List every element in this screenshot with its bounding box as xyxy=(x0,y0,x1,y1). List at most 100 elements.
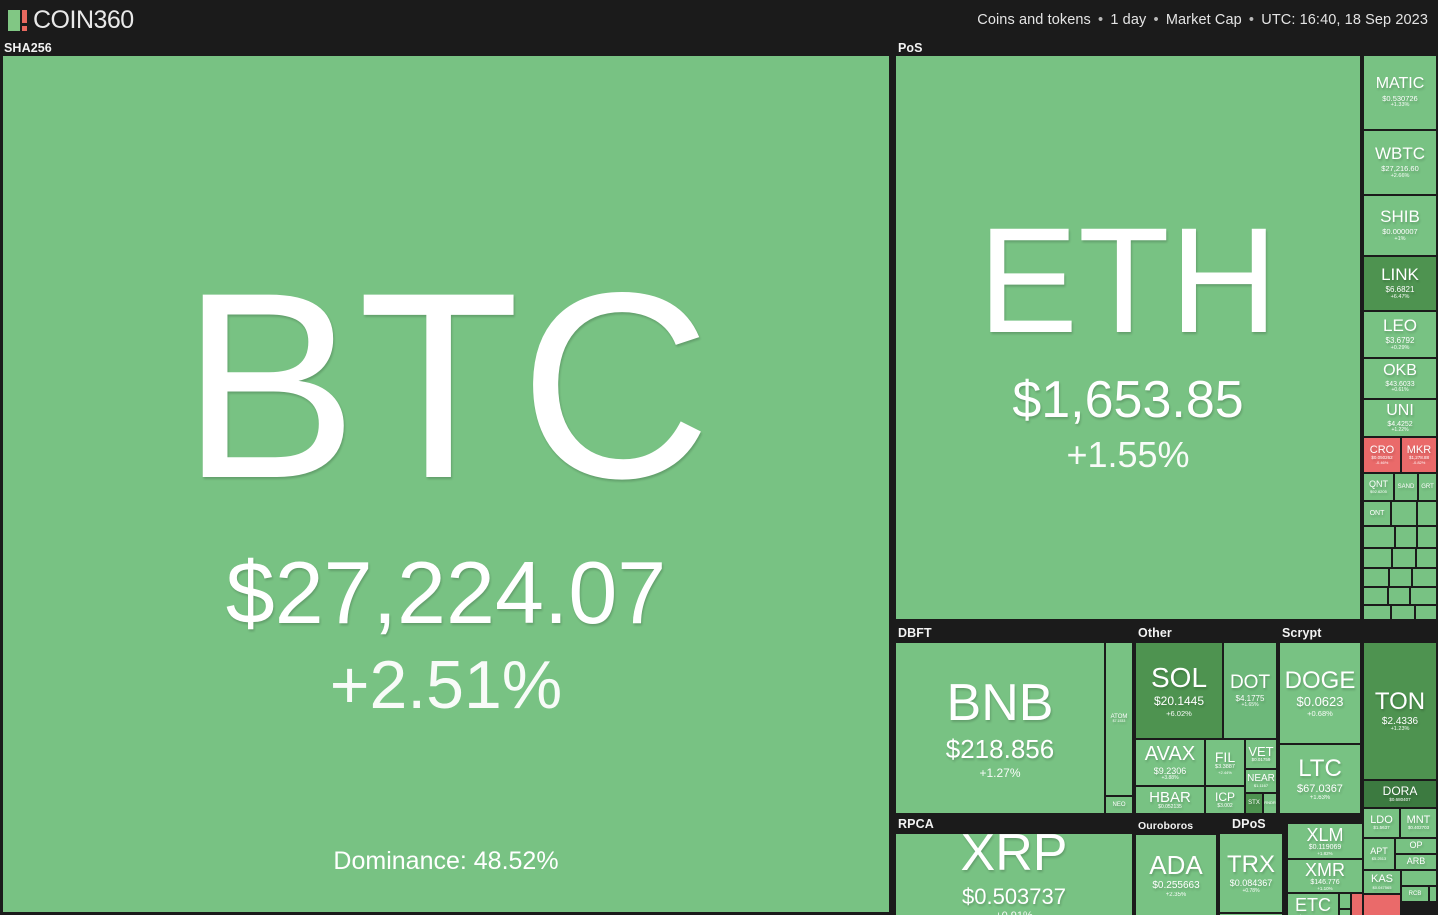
tile-symbol: NEAR xyxy=(1247,772,1275,784)
tile-rail-b[interactable] xyxy=(1430,887,1436,901)
tile-wbtc[interactable]: WBTC $27,216.60 +2.66% xyxy=(1364,131,1436,194)
tile-misc-g[interactable] xyxy=(1364,569,1388,586)
tile-xrp[interactable]: XRP $0.503737 +0.91% xyxy=(896,834,1132,915)
tile-near[interactable]: NEAR $1.1167 xyxy=(1246,770,1276,792)
tile-shib[interactable]: SHIB $0.000007 +1% xyxy=(1364,196,1436,255)
tile-symbol: APT xyxy=(1370,846,1388,857)
tile-avax[interactable]: AVAX $9.2306 +3.88% xyxy=(1136,740,1204,785)
tile-misc-l[interactable] xyxy=(1411,588,1436,604)
tile-etc[interactable]: ETC $15.9405 xyxy=(1288,894,1338,915)
tile-atom[interactable]: ATOM $7.1533 xyxy=(1106,643,1132,795)
tile-xmr[interactable]: XMR $146.776 +1.10% xyxy=(1288,860,1362,892)
tile-vet[interactable]: VET $0.01759 xyxy=(1246,740,1276,768)
tile-etc-sub-c[interactable] xyxy=(1352,894,1362,915)
tile-btc[interactable]: BTC $27,224.07 +2.51% Dominance: 48.52% xyxy=(3,56,889,912)
tile-xlm[interactable]: XLM $0.119069 +1.82% xyxy=(1288,824,1362,858)
tile-etc-sub-a[interactable] xyxy=(1340,894,1350,908)
tile-misc-n[interactable] xyxy=(1392,606,1414,619)
tile-price: $3.002 xyxy=(1217,802,1233,809)
tile-symbol: FIL xyxy=(1214,749,1236,766)
tile-price: $0.255663 xyxy=(1152,880,1200,892)
tile-price: $146.776 xyxy=(1310,879,1340,887)
tile-misc-h[interactable] xyxy=(1390,569,1411,586)
tile-price: $27,216.60 xyxy=(1381,164,1419,174)
tile-ton[interactable]: TON $2.4336 +1.23% xyxy=(1364,643,1436,779)
tile-qnt[interactable]: QNT $92.6205 xyxy=(1364,474,1393,500)
tile-etc-sub-b[interactable] xyxy=(1340,910,1350,915)
tile-misc-b[interactable] xyxy=(1396,527,1416,547)
tile-misc-e[interactable] xyxy=(1393,549,1415,567)
tile-sand[interactable]: SAND xyxy=(1395,474,1417,500)
tile-change: +2.35% xyxy=(1165,891,1187,898)
tile-symbol: LDO xyxy=(1370,813,1393,826)
tile-eth[interactable]: ETH $1,653.85 +1.55% xyxy=(896,56,1360,619)
tile-symbol: MNT xyxy=(1406,813,1431,826)
tile-misc-k[interactable] xyxy=(1389,588,1409,604)
tile-price: $0.050262 xyxy=(1371,455,1393,461)
tile-misc-f[interactable] xyxy=(1417,549,1436,567)
tile-price: $0.084367 xyxy=(1229,878,1273,889)
tile-leo[interactable]: LEO $3.6792 +0.29% xyxy=(1364,312,1436,357)
tile-okb[interactable]: OKB $43.6033 +0.61% xyxy=(1364,359,1436,398)
tile-misc-m[interactable] xyxy=(1364,606,1390,619)
tile-fil[interactable]: FIL $3.3887 +2.44% xyxy=(1206,740,1244,785)
tile-cro[interactable]: CRO $0.050262 -0.46% xyxy=(1364,438,1400,472)
tile-symbol: XLM xyxy=(1306,824,1344,845)
tile-sol[interactable]: SOL $20.1445 +6.02% xyxy=(1136,643,1222,738)
tile-symbol: UNI xyxy=(1386,401,1414,419)
filter-metric[interactable]: Market Cap xyxy=(1165,12,1242,28)
tile-ltc[interactable]: LTC $67.0367 +1.63% xyxy=(1280,745,1360,813)
tile-icp[interactable]: ICP $3.002 xyxy=(1206,787,1244,813)
tile-misc-o[interactable] xyxy=(1416,606,1436,619)
tile-misc-a[interactable] xyxy=(1364,527,1394,547)
tile-neo[interactable]: NEO xyxy=(1106,797,1132,813)
tile-apt[interactable]: APT $5.2513 xyxy=(1364,839,1394,869)
tile-price: $4.1775 xyxy=(1235,693,1265,703)
tile-dora[interactable]: DORA $0.680407 xyxy=(1364,781,1436,807)
tile-price: $0.000007 xyxy=(1382,227,1418,237)
group-dpos: DPoS TRX $0.084367 +0.78% xyxy=(1218,816,1284,915)
tile-price: $27,224.07 xyxy=(225,543,667,643)
tile-axs[interactable] xyxy=(1392,502,1416,525)
tile-rail-a[interactable] xyxy=(1402,871,1436,885)
tile-rndr-other[interactable]: RNDR xyxy=(1264,794,1276,813)
tile-mkr[interactable]: MKR $1,278.88 -0.82% xyxy=(1402,438,1436,472)
tile-dot[interactable]: DOT $4.1775 +1.65% xyxy=(1224,643,1276,738)
tile-op[interactable]: OP xyxy=(1396,839,1436,853)
tile-rail-red-a[interactable] xyxy=(1364,895,1400,915)
tile-grt[interactable]: GRT xyxy=(1419,474,1436,500)
tile-price: $9.2306 xyxy=(1153,765,1187,776)
tile-uni[interactable]: UNI $4.4252 +1.22% xyxy=(1364,400,1436,436)
tile-stx[interactable]: STX xyxy=(1246,794,1262,813)
tile-rndr[interactable] xyxy=(1418,502,1436,525)
tile-bnb[interactable]: BNB $218.856 +1.27% xyxy=(896,643,1104,813)
tile-misc-c[interactable] xyxy=(1418,527,1436,547)
tile-link[interactable]: LINK $6.6821 +6.47% xyxy=(1364,257,1436,310)
tile-ont[interactable]: ONT xyxy=(1364,502,1390,525)
tile-misc-j[interactable] xyxy=(1364,588,1387,604)
tile-symbol: KAS xyxy=(1370,873,1393,886)
tile-ada[interactable]: ADA $0.255663 +2.35% xyxy=(1136,835,1216,915)
tile-trx[interactable]: TRX $0.084367 +0.78% xyxy=(1220,834,1282,912)
tile-hbar[interactable]: HBAR $0.052135 xyxy=(1136,787,1204,813)
tile-change: +2.66% xyxy=(1390,172,1410,179)
filter-timeframe[interactable]: 1 day xyxy=(1110,12,1147,28)
tile-change: -0.46% xyxy=(1375,460,1389,466)
tile-doge[interactable]: DOGE $0.0623 +0.68% xyxy=(1280,643,1360,743)
tile-misc-d[interactable] xyxy=(1364,549,1391,567)
tile-matic[interactable]: MATIC $0.530726 +1.33% xyxy=(1364,56,1436,129)
tile-symbol: ETH xyxy=(978,195,1278,364)
logo[interactable]: COIN360 xyxy=(8,6,134,35)
tile-arb[interactable]: ARB xyxy=(1396,855,1436,869)
tile-kas[interactable]: KAS $0.047565 xyxy=(1364,871,1400,893)
tile-price: $0.402703 xyxy=(1407,825,1430,831)
tile-misc-i[interactable] xyxy=(1413,569,1436,586)
tile-rcb[interactable]: RCB xyxy=(1402,887,1428,901)
tile-price: $0.0623 xyxy=(1296,693,1344,709)
tile-price: $1,278.88 xyxy=(1408,455,1430,461)
tile-price: $218.856 xyxy=(945,733,1055,764)
tile-mnt[interactable]: MNT $0.402703 xyxy=(1401,809,1436,837)
tile-ldo[interactable]: LDO $1.5637 xyxy=(1364,809,1399,837)
filter-coins-and-tokens[interactable]: Coins and tokens xyxy=(977,12,1091,28)
tile-change: +1% xyxy=(1394,235,1406,242)
